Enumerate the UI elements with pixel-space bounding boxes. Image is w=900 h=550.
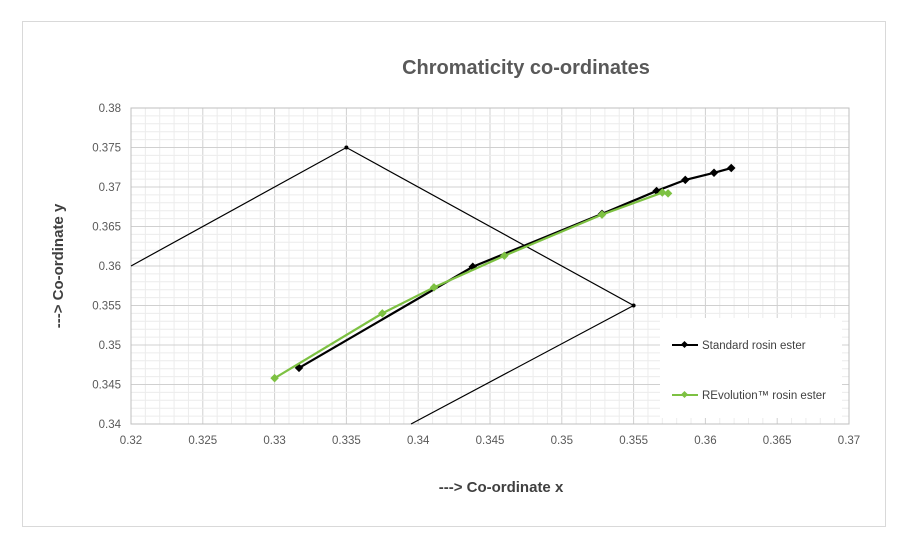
- reference-lines-layer: [130, 145, 636, 425]
- x-tick-label: 0.33: [263, 435, 285, 447]
- data-point: [500, 251, 509, 260]
- legend-marker-standard: [680, 340, 689, 349]
- reference-polyline: [130, 146, 635, 425]
- data-point: [378, 309, 387, 318]
- x-tick-label: 0.325: [188, 435, 217, 447]
- y-tick-label: 0.355: [92, 301, 121, 313]
- x-tick-label: 0.365: [763, 435, 792, 447]
- reference-vertex: [631, 303, 636, 308]
- chart-title: Chromaticity co-ordinates: [402, 57, 650, 79]
- x-tick-label: 0.355: [619, 435, 648, 447]
- x-tick-label: 0.37: [838, 435, 860, 447]
- data-point: [681, 175, 690, 185]
- y-tick-label: 0.345: [92, 380, 121, 392]
- data-point: [709, 168, 719, 178]
- data-point: [663, 189, 673, 198]
- x-tick-label: 0.345: [476, 435, 505, 447]
- legend-box: [660, 318, 842, 418]
- legend-label-standard: Standard rosin ester: [702, 340, 806, 352]
- y-tick-label: 0.375: [92, 143, 121, 155]
- tick-labels-layer: 0.32 0.325 0.33 0.335 0.34 0.345 0.35 0.355 0.36…: [92, 103, 860, 447]
- data-point: [270, 373, 279, 383]
- y-axis-title: ---> Co-ordinate y: [50, 203, 67, 328]
- legend: Standard rosin ester REvolution™ rosin e…: [660, 318, 842, 418]
- reference-vertex: [344, 145, 349, 150]
- data-point: [429, 283, 439, 292]
- series-layer: [270, 163, 736, 383]
- x-tick-label: 0.335: [332, 435, 361, 447]
- x-axis-title: ---> Co-ordinate x: [439, 479, 564, 496]
- x-tick-label: 0.35: [551, 435, 573, 447]
- x-tick-label: 0.36: [694, 435, 716, 447]
- legend-label-revolution: REvolution™ rosin ester: [702, 390, 826, 402]
- x-tick-label: 0.34: [407, 435, 430, 447]
- y-tick-label: 0.34: [99, 419, 122, 431]
- y-tick-label: 0.365: [92, 222, 121, 234]
- x-tick-label: 0.32: [120, 435, 142, 447]
- y-tick-label: 0.37: [99, 182, 121, 194]
- y-tick-label: 0.35: [99, 340, 121, 352]
- series-line: [274, 191, 669, 380]
- y-tick-label: 0.38: [99, 103, 121, 115]
- y-tick-label: 0.36: [99, 261, 121, 273]
- legend-marker-revolution: [680, 390, 689, 399]
